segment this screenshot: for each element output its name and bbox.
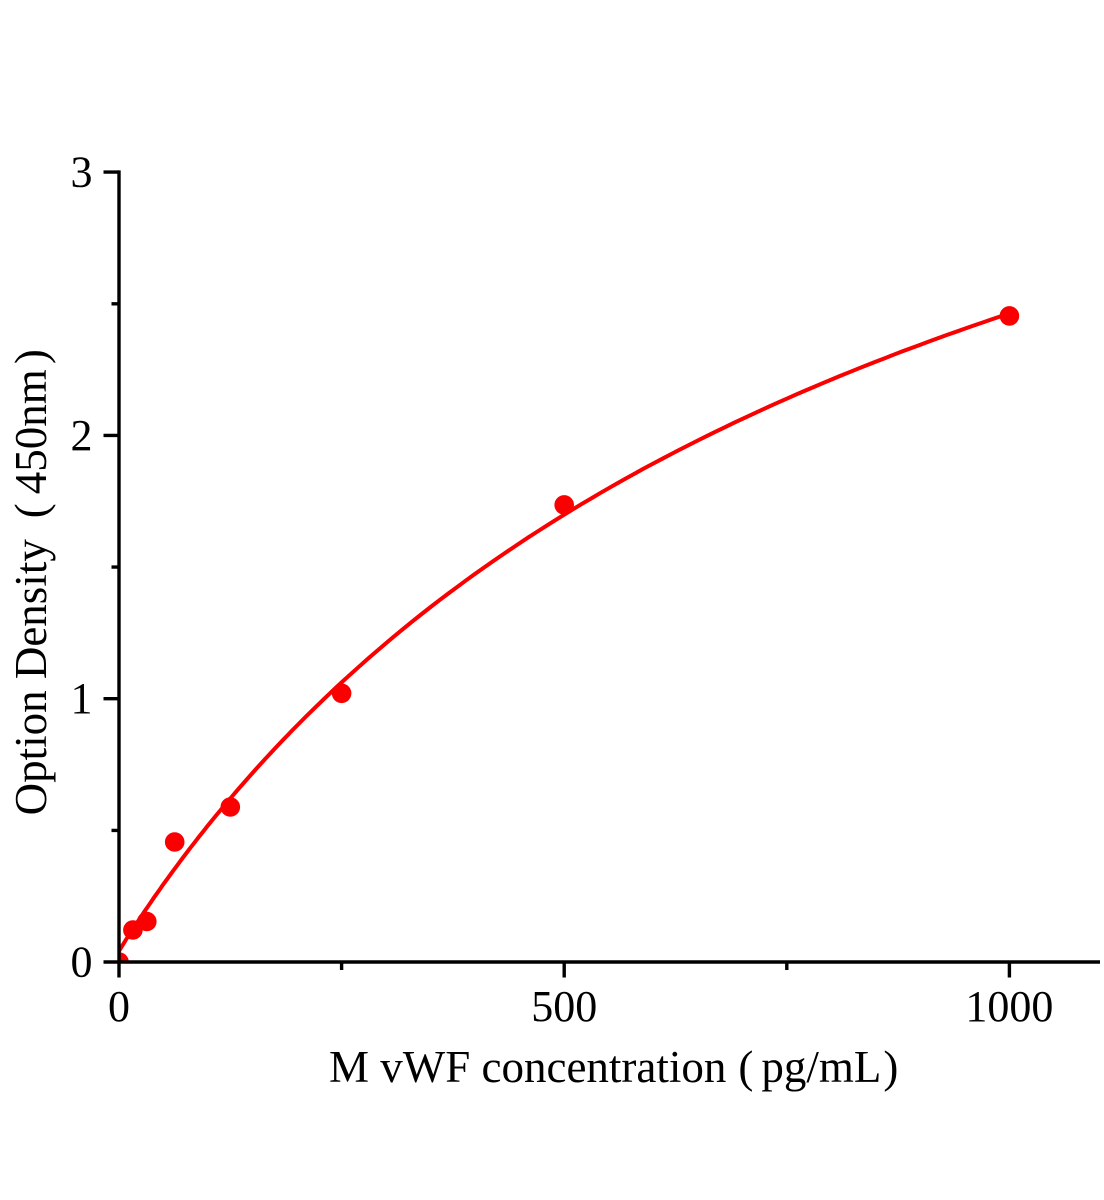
svg-text:0: 0	[71, 937, 93, 986]
svg-text:2: 2	[71, 411, 93, 460]
svg-text:1: 1	[71, 674, 93, 723]
svg-text:500: 500	[531, 982, 597, 1031]
svg-text:0: 0	[108, 982, 130, 1031]
svg-text:3: 3	[71, 148, 93, 197]
svg-text:1000: 1000	[965, 982, 1053, 1031]
svg-text:M vWF concentration(pg/mL): M vWF concentration(pg/mL)	[329, 1042, 898, 1092]
svg-text:Option Density(450nm): Option Density(450nm)	[6, 349, 56, 815]
